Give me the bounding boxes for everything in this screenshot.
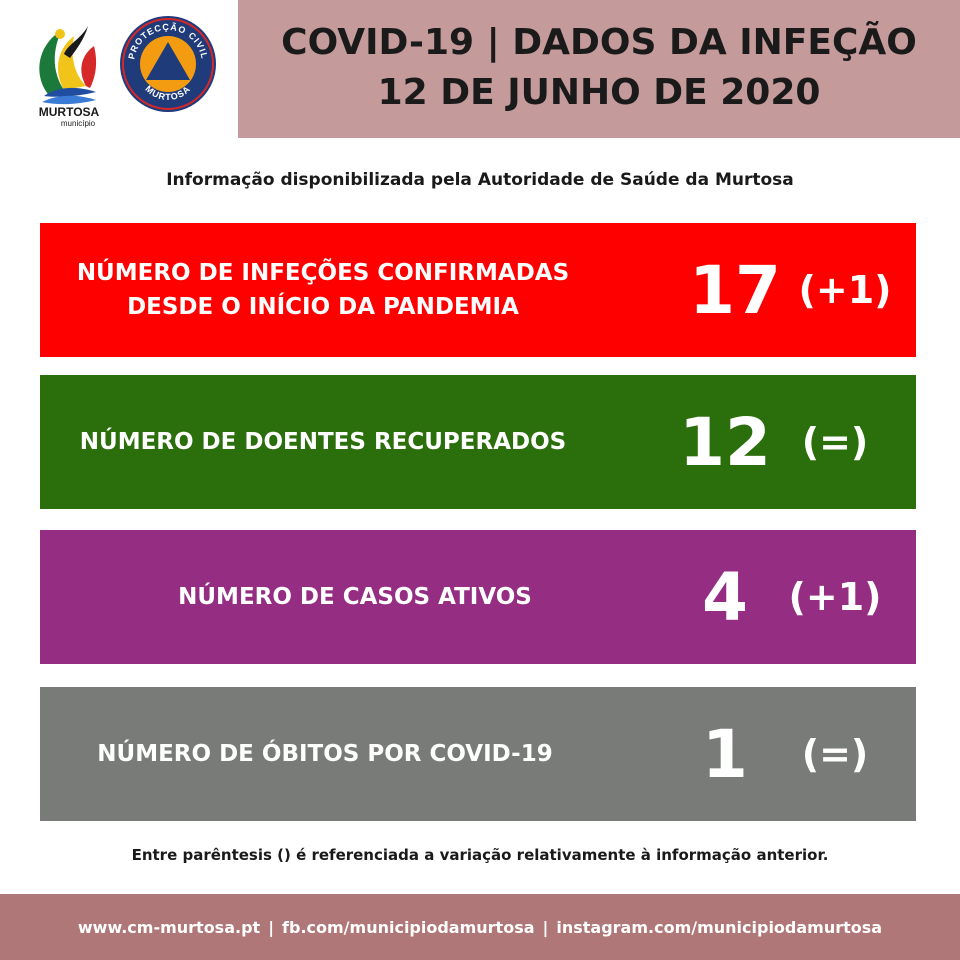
panel-change: (=) bbox=[801, 420, 869, 464]
murtosa-logo-sub: município bbox=[61, 119, 96, 128]
panel-label-line-1: NÚMERO DE CASOS ATIVOS bbox=[178, 584, 532, 610]
panel-value: 12 bbox=[679, 403, 771, 481]
protecao-civil-logo: PROTECÇÃO CIVIL MURTOSA bbox=[118, 14, 218, 114]
panel-label: NÚMERO DE CASOS ATIVOS bbox=[40, 530, 670, 664]
footer-link-facebook[interactable]: fb.com/municipiodamurtosa bbox=[282, 917, 535, 937]
panel-label: NÚMERO DE DOENTES RECUPERADOS bbox=[40, 375, 606, 509]
panel-value: 1 bbox=[702, 715, 748, 793]
murtosa-logo-name: MURTOSA bbox=[39, 105, 100, 119]
title-line-2: 12 DE JUNHO DE 2020 bbox=[377, 72, 821, 113]
subtitle: Informação disponibilizada pela Autorida… bbox=[166, 170, 794, 190]
footer-link-website[interactable]: www.cm-murtosa.pt bbox=[77, 917, 261, 937]
panel-label-line-1: NÚMERO DE DOENTES RECUPERADOS bbox=[79, 429, 567, 455]
footer-separator: | bbox=[542, 917, 549, 937]
panel-label-line-1: NÚMERO DE ÓBITOS POR COVID-19 bbox=[97, 741, 553, 767]
civil-protection-emblem-icon: PROTECÇÃO CIVIL MURTOSA bbox=[120, 16, 216, 112]
murtosa-logo: MURTOSA município bbox=[34, 16, 104, 128]
footer-separator: | bbox=[268, 917, 275, 937]
page-title: COVID-19 | DADOS DA INFEÇÃO 12 DE JUNHO … bbox=[238, 18, 960, 118]
panel-change: (+1) bbox=[798, 268, 892, 312]
panel-label: NÚMERO DE ÓBITOS POR COVID-19 bbox=[40, 687, 610, 821]
panel-label-line-2: DESDE O INÍCIO DA PANDEMIA bbox=[127, 294, 519, 320]
footer-link-instagram[interactable]: instagram.com/municipiodamurtosa bbox=[556, 917, 883, 937]
murtosa-emblem-icon: MURTOSA município bbox=[39, 26, 100, 128]
panel-label: NÚMERO DE INFEÇÕES CONFIRMADAS DESDE O I… bbox=[40, 223, 606, 357]
footnote: Entre parêntesis () é referenciada a var… bbox=[131, 846, 829, 864]
panel-change: (+1) bbox=[788, 575, 882, 619]
panel-value: 4 bbox=[702, 558, 748, 636]
header-band bbox=[238, 0, 960, 138]
panel-change: (=) bbox=[801, 732, 869, 776]
panel-active-cases: NÚMERO DE CASOS ATIVOS 4 (+1) bbox=[40, 530, 916, 664]
panel-confirmed-infections: NÚMERO DE INFEÇÕES CONFIRMADAS DESDE O I… bbox=[40, 223, 916, 357]
title-line-1: COVID-19 | DADOS DA INFEÇÃO bbox=[281, 22, 917, 63]
panel-label-line-1: NÚMERO DE INFEÇÕES CONFIRMADAS bbox=[76, 260, 570, 286]
panel-value: 17 bbox=[689, 251, 781, 329]
panel-recovered: NÚMERO DE DOENTES RECUPERADOS 12 (=) bbox=[40, 375, 916, 509]
footer-links: www.cm-murtosa.pt | fb.com/municipiodamu… bbox=[0, 894, 960, 960]
panel-deaths: NÚMERO DE ÓBITOS POR COVID-19 1 (=) bbox=[40, 687, 916, 821]
